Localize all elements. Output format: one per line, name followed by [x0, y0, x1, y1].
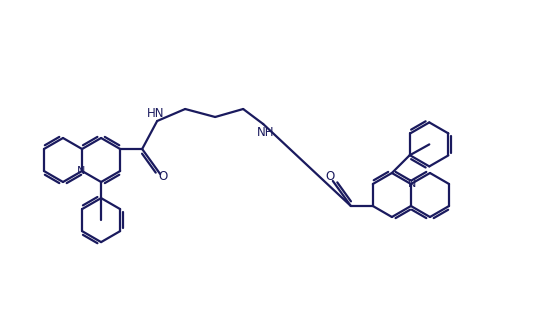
Text: N: N — [408, 179, 416, 189]
Text: O: O — [158, 170, 168, 182]
Text: HN: HN — [147, 107, 164, 120]
Text: NH: NH — [256, 126, 274, 139]
Text: N: N — [77, 166, 85, 176]
Text: O: O — [325, 170, 335, 182]
